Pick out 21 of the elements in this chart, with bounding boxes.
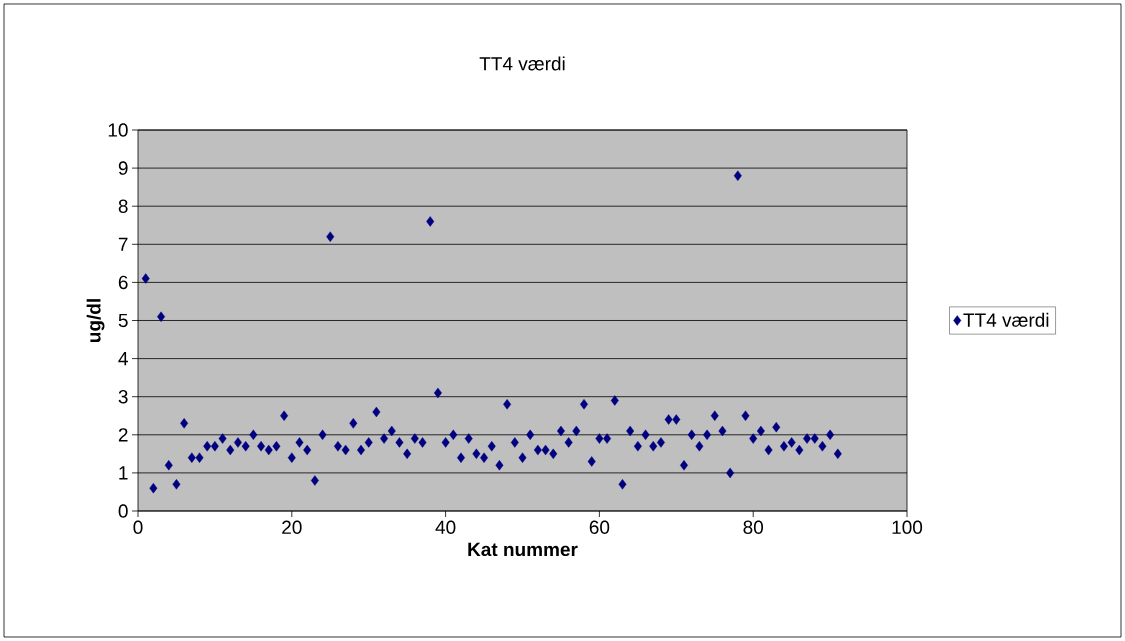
x-tick-label: 20	[282, 520, 302, 534]
y-tick-label: 10	[108, 123, 128, 137]
x-tick-label: 80	[743, 520, 764, 534]
y-tick-label: 5	[118, 313, 128, 328]
x-tick-label: 100	[892, 520, 923, 534]
y-tick-label: 7	[118, 237, 128, 251]
x-axis-title: Kat nummer	[468, 542, 578, 557]
x-tick-label: 40	[435, 520, 456, 534]
y-tick-label: 2	[118, 428, 128, 442]
x-tick-label: 60	[589, 520, 610, 534]
legend-label: TT4 værdi	[963, 312, 1049, 327]
y-tick-label: 0	[118, 504, 128, 518]
y-tick-label: 9	[118, 161, 128, 175]
y-tick-label: 6	[118, 275, 128, 290]
y-axis-title: ug/dl	[86, 299, 105, 343]
y-tick-label: 3	[118, 389, 128, 404]
y-tick-label: 1	[119, 466, 128, 480]
x-tick-label: 0	[133, 520, 143, 534]
y-tick-label: 4	[118, 352, 128, 366]
y-tick-label: 8	[118, 199, 128, 213]
chart-title: TT4 værdi	[479, 56, 565, 71]
